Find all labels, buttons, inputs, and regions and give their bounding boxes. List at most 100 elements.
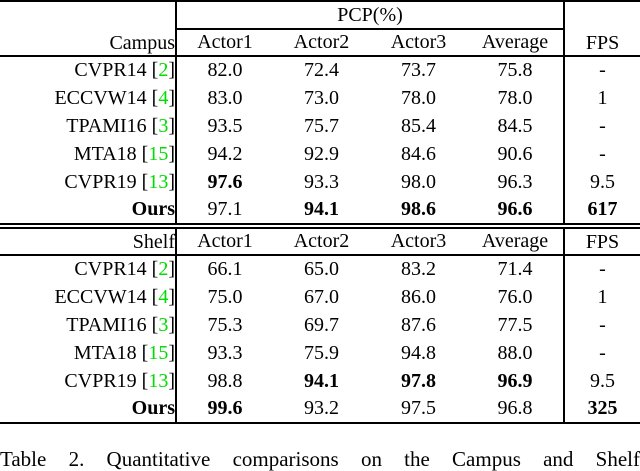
- value-cell: 94.1: [304, 369, 339, 392]
- table-row: Ours 99.6 93.2 97.5 96.8 325: [0, 395, 640, 423]
- value-cell: 97.5: [401, 397, 436, 419]
- citation-ref-link[interactable]: 2: [158, 258, 169, 280]
- method-name: MTA18: [73, 341, 137, 364]
- method-cell: MTA18 [15]: [0, 339, 177, 367]
- table-row: CVPR14 [2] 66.1 65.0 83.2 71.4 -: [0, 255, 640, 283]
- value-cell: 97.6: [207, 170, 243, 193]
- value-cell: 75.3: [207, 313, 243, 336]
- value-cell: 65.0: [304, 258, 339, 280]
- group-header-row: Campus PCP(%) FPS: [0, 1, 640, 57]
- value-cell: 82.0: [207, 59, 243, 81]
- citation-bracket: [: [141, 142, 149, 165]
- citation-ref-link[interactable]: 3: [158, 114, 169, 137]
- method-name: TPAMI16: [66, 313, 147, 336]
- fps-column-header: FPS: [563, 1, 640, 57]
- fps-column-header: FPS: [563, 228, 640, 256]
- citation-bracket: ]: [168, 114, 175, 137]
- method-cell: CVPR14 [2]: [0, 255, 177, 283]
- citation-bracket: ]: [168, 313, 175, 336]
- table-row: Ours 97.1 94.1 98.6 96.6 617: [0, 196, 640, 224]
- fps-cell: -: [563, 311, 640, 339]
- column-header-actor1: Actor1: [176, 228, 273, 256]
- value-cell: 96.6: [497, 198, 533, 220]
- fps-cell: -: [563, 56, 640, 84]
- fps-cell: 617: [563, 196, 640, 224]
- value-cell: 96.9: [497, 369, 533, 392]
- citation-bracket: ]: [168, 285, 175, 308]
- method-name: CVPR14: [74, 59, 147, 81]
- shelf-table: Shelf Actor1 Actor2 Actor3 Average FPS C…: [0, 227, 640, 424]
- campus-table: Campus PCP(%) FPS Actor1 Actor2 Actor3 A…: [0, 0, 640, 225]
- value-cell: 94.1: [304, 198, 339, 220]
- citation-ref-link[interactable]: 15: [148, 142, 169, 165]
- citation-bracket: ]: [168, 341, 175, 364]
- method-cell: CVPR14 [2]: [0, 56, 177, 84]
- fps-cell: -: [563, 255, 640, 283]
- citation-ref-link[interactable]: 3: [158, 313, 169, 336]
- value-cell: 78.0: [497, 86, 533, 109]
- citation-ref-link[interactable]: 2: [158, 59, 169, 81]
- value-cell: 94.2: [207, 142, 243, 165]
- citation-bracket: [: [151, 258, 159, 280]
- value-cell: 98.0: [401, 170, 436, 193]
- method-cell: ECCVW14 [4]: [0, 283, 177, 311]
- table-row: ECCVW14 [4] 83.0 73.0 78.0 78.0 1: [0, 84, 640, 112]
- citation-bracket: [: [151, 59, 159, 81]
- table-row: TPAMI16 [3] 75.3 69.7 87.6 77.5 -: [0, 311, 640, 339]
- method-name: Ours: [131, 198, 175, 220]
- method-cell: ECCVW14 [4]: [0, 84, 177, 112]
- fps-cell: 325: [563, 395, 640, 423]
- citation-ref-link[interactable]: 4: [158, 86, 169, 109]
- pcp-group-header: PCP(%): [176, 1, 565, 30]
- value-cell: 75.9: [304, 341, 339, 364]
- citation-ref-link[interactable]: 4: [158, 285, 169, 308]
- column-header-actor2: Actor2: [273, 228, 370, 256]
- method-cell: Ours: [0, 395, 177, 423]
- fps-cell: 1: [563, 84, 640, 112]
- column-header-average: Average: [467, 29, 565, 57]
- citation-ref-link[interactable]: 13: [148, 369, 169, 392]
- value-cell: 71.4: [497, 258, 533, 280]
- value-cell: 93.5: [207, 114, 243, 137]
- value-cell: 75.8: [497, 59, 533, 81]
- value-cell: 97.8: [401, 369, 436, 392]
- value-cell: 84.6: [401, 142, 436, 165]
- method-name: MTA18: [73, 142, 137, 165]
- column-header-actor3: Actor3: [370, 29, 467, 57]
- value-cell: 97.1: [207, 198, 243, 220]
- dataset-label-campus: Campus: [0, 1, 177, 57]
- method-name: TPAMI16: [66, 114, 147, 137]
- value-cell: 78.0: [401, 86, 436, 109]
- citation-bracket: [: [151, 86, 159, 109]
- value-cell: 75.0: [207, 285, 243, 308]
- value-cell: 73.0: [304, 86, 339, 109]
- table-row: CVPR14 [2] 82.0 72.4 73.7 75.8 -: [0, 56, 640, 84]
- method-name: CVPR19: [64, 170, 137, 193]
- value-cell: 86.0: [401, 285, 436, 308]
- value-cell: 67.0: [304, 285, 339, 308]
- citation-bracket: [: [151, 313, 159, 336]
- citation-bracket: ]: [168, 142, 175, 165]
- value-cell: 72.4: [304, 59, 339, 81]
- value-cell: 96.3: [497, 170, 533, 193]
- value-cell: 93.3: [207, 341, 243, 364]
- table-row: CVPR19 [13] 98.8 94.1 97.8 96.9 9.5: [0, 367, 640, 395]
- column-header-row: Actor1 Actor2 Actor3 Average: [0, 29, 640, 57]
- citation-bracket: [: [141, 341, 149, 364]
- value-cell: 76.0: [497, 285, 533, 308]
- value-cell: 92.9: [304, 142, 339, 165]
- method-name: ECCVW14: [54, 285, 147, 308]
- table-row: CVPR19 [13] 97.6 93.3 98.0 96.3 9.5: [0, 168, 640, 196]
- table-row: MTA18 [15] 93.3 75.9 94.8 88.0 -: [0, 339, 640, 367]
- citation-ref-link[interactable]: 15: [148, 341, 169, 364]
- table-caption: Table 2. Quantitative comparisons on the…: [0, 447, 640, 471]
- fps-cell: -: [563, 339, 640, 367]
- value-cell: 66.1: [207, 258, 243, 280]
- method-cell: CVPR19 [13]: [0, 168, 177, 196]
- value-cell: 93.3: [304, 170, 339, 193]
- method-name: ECCVW14: [54, 86, 147, 109]
- value-cell: 88.0: [497, 341, 533, 364]
- citation-ref-link[interactable]: 13: [148, 170, 169, 193]
- value-cell: 96.8: [497, 397, 533, 419]
